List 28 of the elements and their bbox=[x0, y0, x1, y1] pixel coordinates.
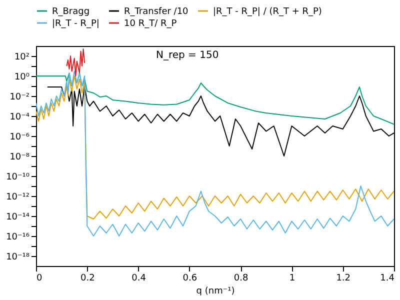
line-series bbox=[36, 72, 394, 125]
y-tick-label: 10⁻⁸ bbox=[10, 152, 30, 162]
x-tick-label: 1.2 bbox=[336, 274, 351, 284]
y-tick-label: 10² bbox=[14, 52, 30, 62]
x-tick-label: 1.4 bbox=[380, 274, 395, 284]
x-tick-label: 0.8 bbox=[234, 274, 248, 284]
legend-label: |R_T - R_P| / (R_T + R_P) bbox=[213, 7, 322, 17]
y-tick-label: 10⁻² bbox=[10, 92, 30, 102]
y-tick-label: 10⁻⁴ bbox=[10, 112, 30, 122]
x-tick-label: 0.4 bbox=[132, 274, 146, 284]
y-tick-label: 10⁻⁶ bbox=[10, 132, 30, 142]
line-series bbox=[66, 48, 86, 76]
x-tick-label: 0 bbox=[36, 274, 42, 284]
y-tick-label: 10⁻¹⁰ bbox=[6, 172, 30, 182]
annotation: N_rep = 150 bbox=[156, 50, 219, 61]
legend-label: R_Bragg bbox=[52, 7, 90, 17]
y-tick-label: 10⁻¹² bbox=[6, 192, 30, 202]
y-tick-label: 10⁻¹⁴ bbox=[6, 212, 30, 222]
y-tick-label: 10⁰ bbox=[14, 72, 30, 82]
x-tick-label: 1 bbox=[289, 274, 296, 284]
x-tick-label: 0.2 bbox=[80, 274, 95, 284]
legend-label: R_Transfer /10 bbox=[124, 7, 189, 17]
legend-label: |R_T - R_P| bbox=[52, 19, 100, 29]
x-axis-title: q (nm⁻¹) bbox=[196, 286, 235, 296]
legend-label: 10 R_T/ R_P bbox=[124, 19, 178, 29]
y-tick-label: 10⁻¹⁸ bbox=[6, 252, 30, 262]
x-tick-label: 0.6 bbox=[182, 274, 198, 284]
y-tick-label: 10⁻¹⁶ bbox=[6, 232, 30, 242]
